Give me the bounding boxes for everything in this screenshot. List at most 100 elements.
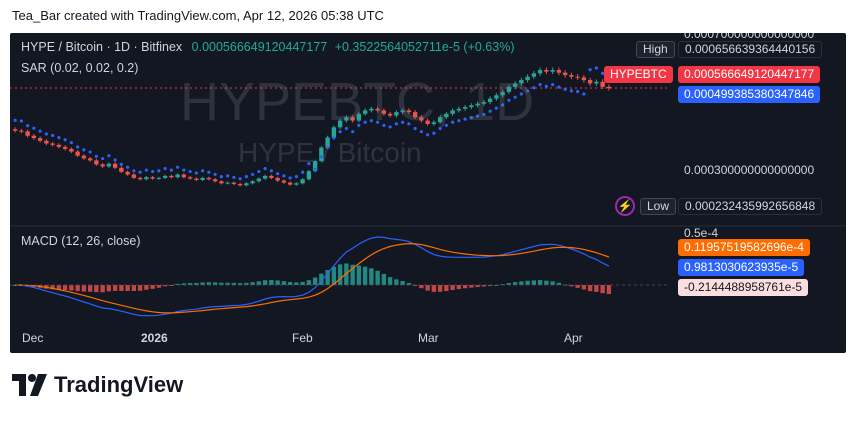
macd-histogram-bar [125,285,130,291]
macd-histogram-bar [350,264,355,285]
candle-body [419,117,424,121]
macd-histogram-bar [362,266,368,285]
macd-histogram-bar [475,285,480,288]
macd-histogram-bar [294,282,299,285]
candle-body [500,91,505,96]
macd-histogram-bar [231,282,237,285]
sar-dot [163,167,167,171]
macd-histogram-bar [481,285,487,287]
candle-body [450,110,455,114]
sar-dot [313,167,317,171]
sar-dot [357,123,361,127]
sar-dot [401,120,405,124]
macd-histogram-bar [50,285,55,290]
low-value: 0.000232435992656848 [678,198,823,215]
sar-dot [201,169,205,173]
macd-histogram-bar [106,285,112,292]
time-label-feb: Feb [292,331,313,345]
chart-canvas[interactable] [10,33,846,353]
macd-histogram-bar [275,280,280,285]
macd-histogram-bar [444,285,449,292]
candle-body [512,83,518,87]
sar-legend[interactable]: SAR (0.02, 0.02, 0.2) [21,61,139,75]
sar-dot [151,169,155,174]
macd-histogram-bar [437,285,443,292]
chart-panel[interactable]: HYPEBTC, 1D HYPE / Bitcoin HYPE / Bitcoi… [10,33,846,353]
candle-body [462,107,468,109]
candle-body [375,108,380,111]
sar-dot [532,86,536,90]
candle-body [181,174,187,178]
candle-body [356,113,362,121]
sar-dot [88,150,92,154]
candle-body [137,177,143,180]
candle-body [187,177,193,179]
sar-dot [63,138,67,142]
macd-histogram-bar [244,282,249,285]
macd-histogram-bar [269,280,274,285]
macd-histogram-bar [425,285,430,291]
candle-body [200,177,205,180]
symbol-tag: HYPEBTC [604,66,673,83]
sar-dot [438,126,442,131]
low-label: Low [640,198,677,215]
sar-dot [76,145,80,149]
sar-dot [294,174,298,179]
macd-histogram-bar [431,285,437,292]
sar-dot [551,83,555,87]
candle-body [44,140,49,144]
sar-dot [394,122,398,126]
sar-dot [463,117,467,121]
macd-histogram-bar [462,285,468,289]
candle-body [344,117,349,121]
sar-dot [363,120,367,124]
sar-dot [494,106,498,110]
candle-body [244,183,249,186]
sar-dot [101,156,105,161]
candle-body [106,163,112,167]
sar-dot [426,133,430,137]
candle-body [175,174,180,178]
sar-dot [32,126,36,130]
tradingview-logo: TradingView [12,372,183,398]
macd-histogram-bar [406,283,412,285]
macd-histogram-bar [387,277,393,285]
signal-line [15,242,610,314]
macd-histogram-bar [250,282,255,285]
symbol-legend[interactable]: HYPE / Bitcoin · 1D · Bitfinex 0.0005666… [21,40,514,54]
macd-histogram-bar [237,283,243,285]
sar-dot [444,123,448,127]
macd-histogram-bar [181,283,187,285]
candle-body [256,178,262,182]
candle-body [37,138,43,141]
sar-dot [169,168,173,172]
macd-histogram-bar [300,281,305,285]
symbol-name: HYPE / Bitcoin · 1D · Bitfinex [21,40,183,54]
macd-histogram-bar [69,285,74,291]
macd-histogram-bar [506,283,512,285]
candle-body [556,69,562,73]
alert-icon[interactable]: ⚡ [615,196,635,216]
macd-histogram-bar [194,282,199,285]
macd-histogram-bar [331,266,337,285]
macd-histogram-bar [575,285,580,288]
last-price-tag: 0.000566649120447177 [678,66,821,83]
macd-histogram-bar [569,285,574,287]
candle-body [531,73,537,77]
macd-histogram-bar [219,282,224,285]
sar-dot [282,174,286,178]
candle-body [412,112,418,118]
macd-legend[interactable]: MACD (12, 26, close) [21,234,141,248]
macd-histogram-bar [187,283,193,285]
macd-histogram-bar [306,280,312,285]
candle-body [219,181,224,184]
candle-body [194,178,199,180]
candle-body [156,177,162,179]
sar-dot [132,169,136,173]
candle-body [519,80,524,84]
macd-histogram-bar [412,285,418,286]
time-label-apr: Apr [564,331,583,345]
macd-histogram-bar [356,265,362,285]
histogram-value-tag: -0.2144488958761e-5 [678,279,809,296]
sar-dot [207,170,211,174]
